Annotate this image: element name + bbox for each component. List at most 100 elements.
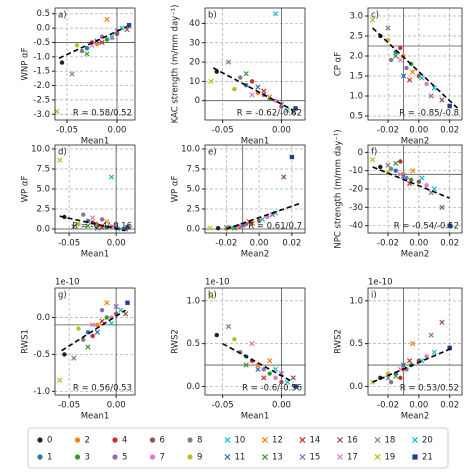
x-axis-label: Mean1 — [81, 137, 110, 147]
point — [69, 71, 75, 77]
plot-frame — [204, 144, 306, 234]
point — [113, 222, 119, 228]
point — [416, 179, 422, 184]
fit-line — [226, 202, 301, 230]
legend-marker — [149, 437, 156, 443]
legend-marker — [112, 437, 118, 443]
y-tick-label: 2.5 — [186, 205, 200, 215]
plot-frame — [54, 7, 136, 121]
point — [259, 216, 266, 223]
point — [439, 97, 445, 103]
point — [408, 177, 414, 183]
point — [385, 25, 391, 31]
legend-frame — [27, 427, 449, 469]
legend-label: 15 — [310, 453, 321, 463]
point — [232, 86, 237, 92]
legend-label: 20 — [422, 436, 433, 446]
legend-marker — [299, 436, 306, 444]
point — [81, 212, 86, 217]
plot-frame — [54, 144, 136, 234]
point — [256, 218, 262, 224]
point — [108, 320, 115, 327]
point — [109, 34, 115, 40]
y-tick-label: 0.5 — [186, 339, 200, 349]
x-tick-label: 0.00 — [108, 126, 127, 136]
x-axis-label: Mean2 — [401, 250, 430, 260]
x-tick-label: 0.00 — [409, 239, 428, 249]
legend-label: 3 — [85, 453, 90, 463]
panel-label: a) — [58, 11, 67, 21]
x-tick-label: 0.00 — [107, 239, 126, 249]
point — [104, 37, 110, 42]
legend-marker — [149, 454, 156, 460]
x-axis-label: Mean1 — [81, 412, 110, 422]
legend-marker — [37, 437, 43, 443]
point — [76, 222, 81, 227]
point — [90, 215, 96, 221]
point — [416, 73, 422, 79]
y-tick-label: 0 — [358, 148, 363, 158]
annotation: R = 0.53/0.52 — [400, 384, 459, 394]
legend-label: 6 — [160, 436, 165, 446]
point — [90, 333, 95, 339]
y-axis-label: WP αF — [171, 176, 181, 203]
y-tick-label: 2.0 — [349, 52, 363, 62]
point — [76, 326, 81, 331]
fit-line — [59, 215, 126, 232]
y-axis-label: WNP αF — [21, 47, 31, 80]
fit-line — [58, 25, 128, 59]
point — [293, 384, 298, 389]
legend-marker — [112, 454, 118, 460]
point — [255, 366, 261, 372]
y-axis-label: RWS2 — [334, 329, 344, 354]
point — [99, 318, 105, 324]
point — [289, 154, 295, 160]
annotation: R = 0.61/0.7 — [248, 222, 302, 232]
point — [267, 371, 272, 376]
y-tick-label: 2.5 — [36, 205, 50, 215]
point — [369, 17, 376, 23]
point — [406, 77, 413, 83]
legend-marker — [37, 454, 43, 460]
legend-marker — [187, 454, 193, 460]
y-tick-label: -20 — [349, 185, 363, 195]
point — [400, 73, 407, 79]
x-tick-label: 0.00 — [107, 401, 126, 411]
point — [400, 362, 407, 368]
point — [447, 345, 452, 351]
y-tick-label: -1.5 — [33, 67, 50, 77]
legend-marker — [336, 453, 344, 461]
annotation: R = 0.58/0.52 — [73, 109, 132, 119]
fit-line — [372, 347, 454, 383]
legend-marker — [74, 437, 81, 443]
point — [428, 93, 434, 99]
y-axis-label: KAC strength (m/mm day⁻¹) — [171, 5, 181, 124]
panel-label: d) — [58, 148, 67, 158]
y-tick-label: 1.0 — [349, 296, 363, 306]
y-tick-label: 0.0 — [36, 24, 50, 34]
point — [231, 225, 238, 231]
legend-marker — [224, 436, 231, 444]
annotation: R = -0.4/-0.16 — [72, 222, 132, 232]
fit-line — [61, 309, 127, 352]
y-tick-label: -10 — [349, 166, 363, 176]
annotation: R = -0.62/-0.62 — [237, 109, 302, 119]
point — [398, 159, 403, 164]
point — [404, 65, 409, 71]
x-axis-label: Mean2 — [401, 137, 430, 147]
point — [424, 354, 429, 359]
y-tick-label: 0.0 — [36, 225, 50, 235]
point — [54, 108, 60, 115]
point — [122, 311, 129, 317]
point — [85, 223, 91, 229]
annotation: R = -0.54/-0.52 — [394, 222, 459, 232]
point — [272, 210, 279, 216]
point — [104, 219, 110, 225]
point — [272, 11, 279, 17]
point — [410, 69, 416, 75]
point — [57, 157, 63, 163]
legend-marker — [224, 453, 231, 461]
fit-line — [372, 27, 458, 109]
annotation: R = 0.56/0.53 — [73, 384, 132, 394]
legend-marker — [299, 453, 306, 461]
